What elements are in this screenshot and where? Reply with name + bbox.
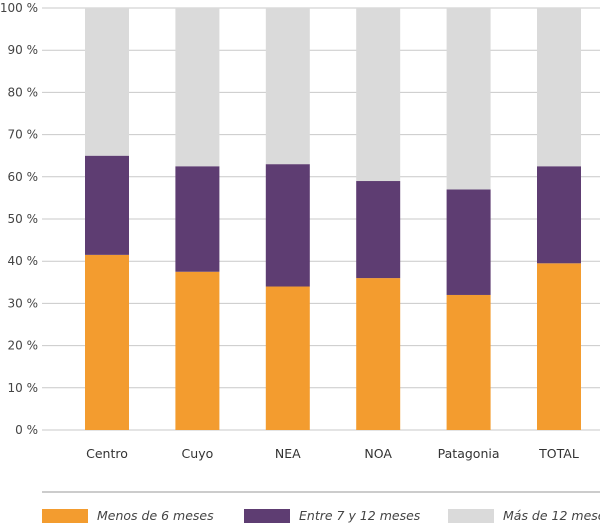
y-tick-label: 70 % (8, 128, 39, 142)
bar-segment-centro-series-2 (85, 155, 129, 255)
bar-segment-nea-series-3 (265, 8, 310, 165)
x-tick-label: Cuyo (182, 446, 214, 461)
y-tick-label: 80 % (8, 85, 39, 99)
x-tick-label: NEA (275, 446, 301, 461)
x-tick-label: TOTAL (538, 446, 579, 461)
bar-segment-patagonia-series-2 (446, 189, 491, 295)
y-tick-label: 10 % (8, 381, 39, 395)
legend-swatch (42, 509, 88, 523)
legend-swatch (244, 509, 290, 523)
y-tick-label: 0 % (15, 423, 38, 437)
bar-segment-centro-series-1 (85, 254, 129, 430)
bar-segment-cuyo-series-3 (175, 8, 220, 167)
y-tick-label: 60 % (8, 170, 39, 184)
bar-segment-total-series-2 (537, 166, 581, 264)
bar-segment-patagonia-series-1 (446, 294, 491, 430)
y-tick-label: 30 % (8, 296, 39, 310)
x-tick-label: Patagonia (438, 446, 500, 461)
bar-segment-noa-series-3 (356, 8, 401, 182)
legend-label: Más de 12 meses (503, 508, 600, 523)
bar-segment-cuyo-series-2 (175, 166, 220, 272)
y-tick-label: 100 % (0, 1, 38, 15)
legend-swatch (448, 509, 494, 523)
bar-segment-total-series-3 (537, 8, 581, 167)
bar-segment-cuyo-series-1 (175, 271, 220, 430)
legend-label: Menos de 6 meses (97, 508, 214, 523)
y-tick-label: 20 % (8, 339, 39, 353)
legend-label: Entre 7 y 12 meses (299, 508, 421, 523)
x-tick-label: NOA (364, 446, 392, 461)
bar-segment-noa-series-2 (356, 181, 401, 279)
bar-segment-patagonia-series-3 (446, 8, 491, 190)
bar-segment-total-series-1 (537, 263, 581, 430)
y-tick-label: 90 % (8, 43, 39, 57)
bar-segment-nea-series-1 (265, 286, 310, 430)
bar-segment-centro-series-3 (85, 8, 129, 156)
bar-segment-nea-series-2 (265, 164, 310, 287)
y-tick-label: 50 % (8, 212, 39, 226)
y-tick-label: 40 % (8, 254, 39, 268)
bar-segment-noa-series-1 (356, 278, 401, 430)
x-tick-label: Centro (86, 446, 128, 461)
